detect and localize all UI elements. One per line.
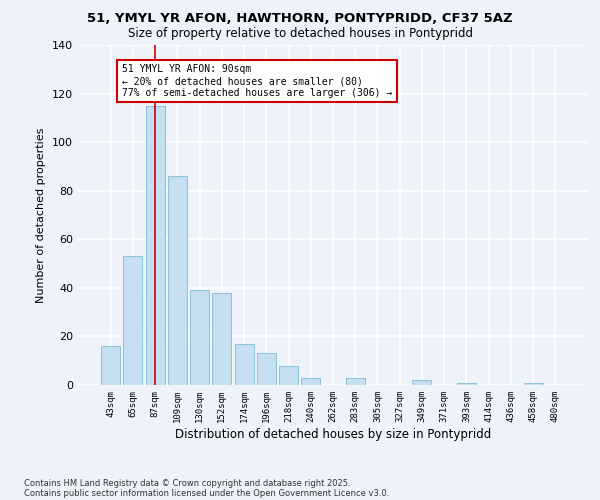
- Bar: [101, 346, 120, 385]
- Bar: [235, 344, 254, 385]
- Bar: [190, 290, 209, 385]
- X-axis label: Distribution of detached houses by size in Pontypridd: Distribution of detached houses by size …: [175, 428, 491, 440]
- Bar: [301, 378, 320, 385]
- Bar: [457, 382, 476, 385]
- Bar: [212, 292, 231, 385]
- Bar: [279, 366, 298, 385]
- Y-axis label: Number of detached properties: Number of detached properties: [37, 128, 46, 302]
- Text: 51, YMYL YR AFON, HAWTHORN, PONTYPRIDD, CF37 5AZ: 51, YMYL YR AFON, HAWTHORN, PONTYPRIDD, …: [87, 12, 513, 26]
- Bar: [124, 256, 142, 385]
- Text: Contains HM Land Registry data © Crown copyright and database right 2025.: Contains HM Land Registry data © Crown c…: [24, 478, 350, 488]
- Bar: [412, 380, 431, 385]
- Bar: [257, 354, 276, 385]
- Bar: [168, 176, 187, 385]
- Bar: [346, 378, 365, 385]
- Text: Size of property relative to detached houses in Pontypridd: Size of property relative to detached ho…: [128, 28, 473, 40]
- Bar: [524, 382, 542, 385]
- Text: Contains public sector information licensed under the Open Government Licence v3: Contains public sector information licen…: [24, 488, 389, 498]
- Text: 51 YMYL YR AFON: 90sqm
← 20% of detached houses are smaller (80)
77% of semi-det: 51 YMYL YR AFON: 90sqm ← 20% of detached…: [122, 64, 392, 98]
- Bar: [146, 106, 164, 385]
